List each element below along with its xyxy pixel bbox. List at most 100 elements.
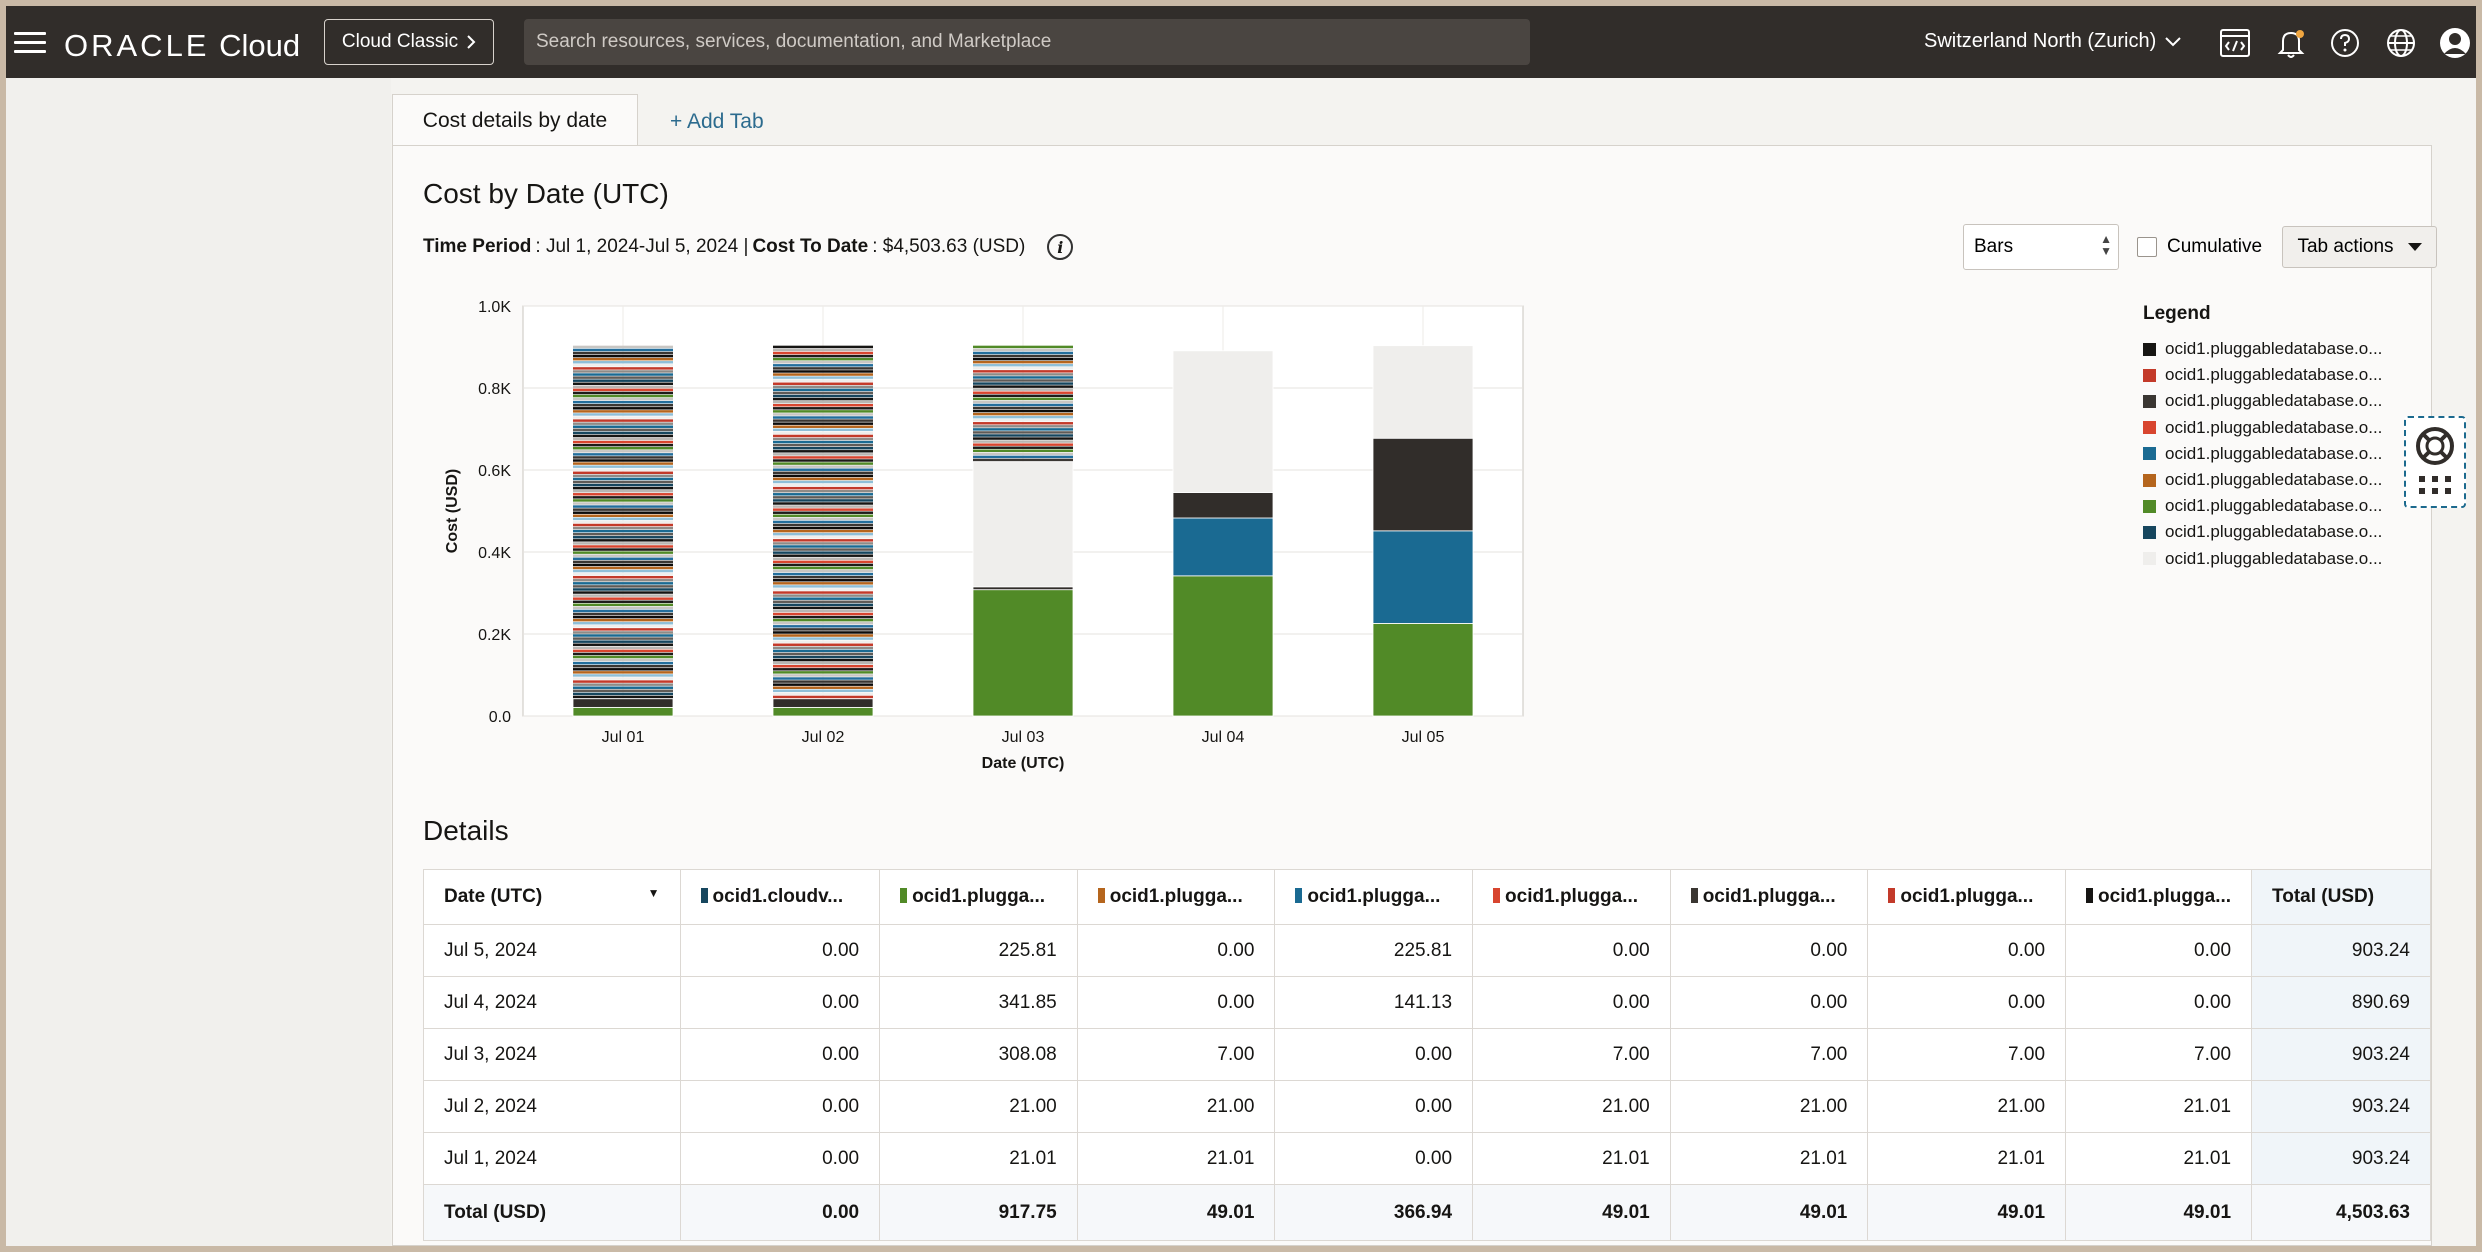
bar-segment bbox=[773, 566, 873, 570]
legend-label: ocid1.pluggabledatabase.o... bbox=[2165, 496, 2383, 516]
bar-segment bbox=[773, 394, 873, 398]
bar-segment bbox=[573, 407, 673, 410]
bar-segment bbox=[573, 640, 673, 643]
caret-down-icon bbox=[2407, 243, 2422, 251]
bar-segment bbox=[573, 477, 673, 481]
legend-item[interactable]: ocid1.pluggabledatabase.o... bbox=[2143, 415, 2393, 441]
bar-segment bbox=[573, 637, 673, 640]
column-header[interactable]: ocid1.cloudv... bbox=[679, 869, 881, 925]
bar-segment bbox=[573, 364, 673, 367]
bar-segment bbox=[773, 407, 873, 410]
tab-actions-button[interactable]: Tab actions bbox=[2282, 226, 2437, 268]
legend-item[interactable]: ocid1.pluggabledatabase.o... bbox=[2143, 467, 2393, 493]
bar-segment bbox=[573, 683, 673, 686]
cost-cell: 0.00 bbox=[2065, 924, 2253, 977]
region-label: Switzerland North (Zurich) bbox=[1924, 30, 2157, 52]
notifications-bell-icon[interactable] bbox=[2274, 26, 2308, 60]
time-period-label: Time Period bbox=[423, 236, 532, 257]
cost-cell: 21.01 bbox=[1472, 1132, 1671, 1185]
info-icon[interactable]: i bbox=[1047, 234, 1074, 260]
cost-cell: 225.81 bbox=[1274, 924, 1474, 977]
chart-legend: ocid1.pluggabledatabase.o... ocid1.plugga… bbox=[2143, 336, 2393, 573]
column-header[interactable]: ocid1.plugga... bbox=[1274, 869, 1474, 925]
legend-swatch bbox=[2143, 421, 2156, 435]
legend-item[interactable]: ocid1.pluggabledatabase.o... bbox=[2143, 519, 2393, 545]
search-input[interactable] bbox=[524, 19, 1530, 65]
bar-segment bbox=[1172, 350, 1274, 493]
column-header-label: ocid1.plugga... bbox=[1900, 886, 2034, 907]
bar-segment bbox=[573, 649, 673, 653]
bar-segment bbox=[573, 428, 673, 432]
bar-segment bbox=[773, 496, 873, 499]
legend-label: ocid1.pluggabledatabase.o... bbox=[2165, 522, 2383, 542]
column-header[interactable]: ocid1.plugga... bbox=[1669, 869, 1869, 925]
legend-item[interactable]: ocid1.pluggabledatabase.o... bbox=[2143, 441, 2393, 467]
details-table: Date (UTC) ▼ ocid1.cloudv... ocid1.plugga..… bbox=[423, 869, 2431, 1241]
bar-segment bbox=[773, 563, 873, 567]
cloud-shell-icon[interactable] bbox=[2218, 26, 2252, 60]
bar-segment bbox=[573, 594, 673, 597]
bar-segment bbox=[973, 440, 1073, 443]
bar-segment bbox=[573, 450, 673, 453]
bar-segment bbox=[573, 361, 673, 364]
legend-item[interactable]: ocid1.pluggabledatabase.o... bbox=[2143, 336, 2393, 362]
legend-item[interactable]: ocid1.pluggabledatabase.o... bbox=[2143, 572, 2393, 573]
bar-segment bbox=[973, 425, 1073, 428]
bar-segment bbox=[773, 428, 873, 432]
chart-type-select[interactable]: Bars ▲ ▼ bbox=[1963, 224, 2119, 270]
sort-descending-icon[interactable]: ▼ bbox=[647, 886, 660, 900]
column-header[interactable]: ocid1.plugga... bbox=[1867, 869, 2067, 925]
cost-cell: 21.00 bbox=[1669, 1080, 1869, 1133]
cumulative-checkbox[interactable]: Cumulative bbox=[2137, 236, 2262, 258]
help-question-icon[interactable] bbox=[2328, 26, 2362, 60]
bar-segment bbox=[773, 483, 873, 487]
column-header-label: ocid1.plugga... bbox=[1702, 886, 1836, 907]
cloud-classic-button[interactable]: Cloud Classic bbox=[324, 19, 494, 65]
bar-segment bbox=[773, 554, 873, 557]
checkbox-box[interactable] bbox=[2137, 237, 2157, 257]
app-window: ORACLE Cloud Cloud Classic Switzerland N… bbox=[6, 6, 2476, 1246]
cost-analysis-panel: Cost by Date (UTC) Time Period : Jul 1, … bbox=[392, 145, 2437, 1246]
bar-segment bbox=[973, 452, 1073, 456]
legend-item[interactable]: ocid1.pluggabledatabase.o... bbox=[2143, 546, 2393, 572]
bar-segment bbox=[573, 539, 673, 542]
hamburger-menu-icon[interactable] bbox=[14, 32, 46, 54]
bar-segment bbox=[773, 551, 873, 554]
bar-segment bbox=[773, 486, 873, 490]
cost-cell: 917.75 bbox=[879, 1184, 1078, 1241]
column-header[interactable]: ocid1.plugga... bbox=[1472, 869, 1671, 925]
bar-segment bbox=[973, 422, 1073, 425]
column-header[interactable]: ocid1.plugga... bbox=[1076, 869, 1276, 925]
bar-segment bbox=[973, 351, 1073, 355]
bar-segment bbox=[573, 542, 673, 545]
bar-segment bbox=[573, 394, 673, 398]
bar-segment bbox=[773, 689, 873, 693]
legend-label: ocid1.pluggabledatabase.o... bbox=[2165, 339, 2383, 359]
column-header[interactable]: ocid1.plugga... bbox=[879, 869, 1078, 925]
legend-item[interactable]: ocid1.pluggabledatabase.o... bbox=[2143, 493, 2393, 519]
region-selector[interactable]: Switzerland North (Zurich) bbox=[1924, 30, 2182, 53]
add-tab-link[interactable]: + Add Tab bbox=[670, 110, 764, 133]
tab-cost-details-by-date[interactable]: Cost details by date bbox=[392, 94, 638, 146]
language-globe-icon[interactable] bbox=[2384, 26, 2418, 60]
oracle-cloud-logo[interactable]: ORACLE Cloud bbox=[64, 28, 301, 63]
bar-segment bbox=[972, 589, 1074, 717]
bar-segment bbox=[773, 474, 873, 478]
legend-item[interactable]: ocid1.pluggabledatabase.o... bbox=[2143, 388, 2393, 414]
user-profile-icon[interactable] bbox=[2438, 26, 2472, 60]
date-cell: Jul 3, 2024 bbox=[423, 1028, 681, 1081]
bar-segment bbox=[773, 446, 873, 450]
legend-item[interactable]: ocid1.pluggabledatabase.o... bbox=[2143, 362, 2393, 388]
bar-segment bbox=[573, 631, 673, 634]
bar-segment bbox=[773, 591, 873, 594]
column-header[interactable]: ocid1.plugga... bbox=[2065, 869, 2253, 925]
table-row: Jul 3, 2024 0.00 308.08 7.00 0.00 7.00 7.00 7.0… bbox=[423, 1028, 2431, 1081]
bar-segment bbox=[773, 585, 873, 588]
bar-segment bbox=[573, 400, 673, 404]
column-header-total[interactable]: Total (USD) bbox=[2251, 869, 2431, 925]
bar-segment bbox=[573, 376, 673, 379]
bar-segment bbox=[573, 566, 673, 570]
support-widget[interactable] bbox=[2404, 416, 2466, 508]
bar-segment bbox=[573, 557, 673, 561]
column-header-date[interactable]: Date (UTC) ▼ bbox=[423, 869, 681, 925]
